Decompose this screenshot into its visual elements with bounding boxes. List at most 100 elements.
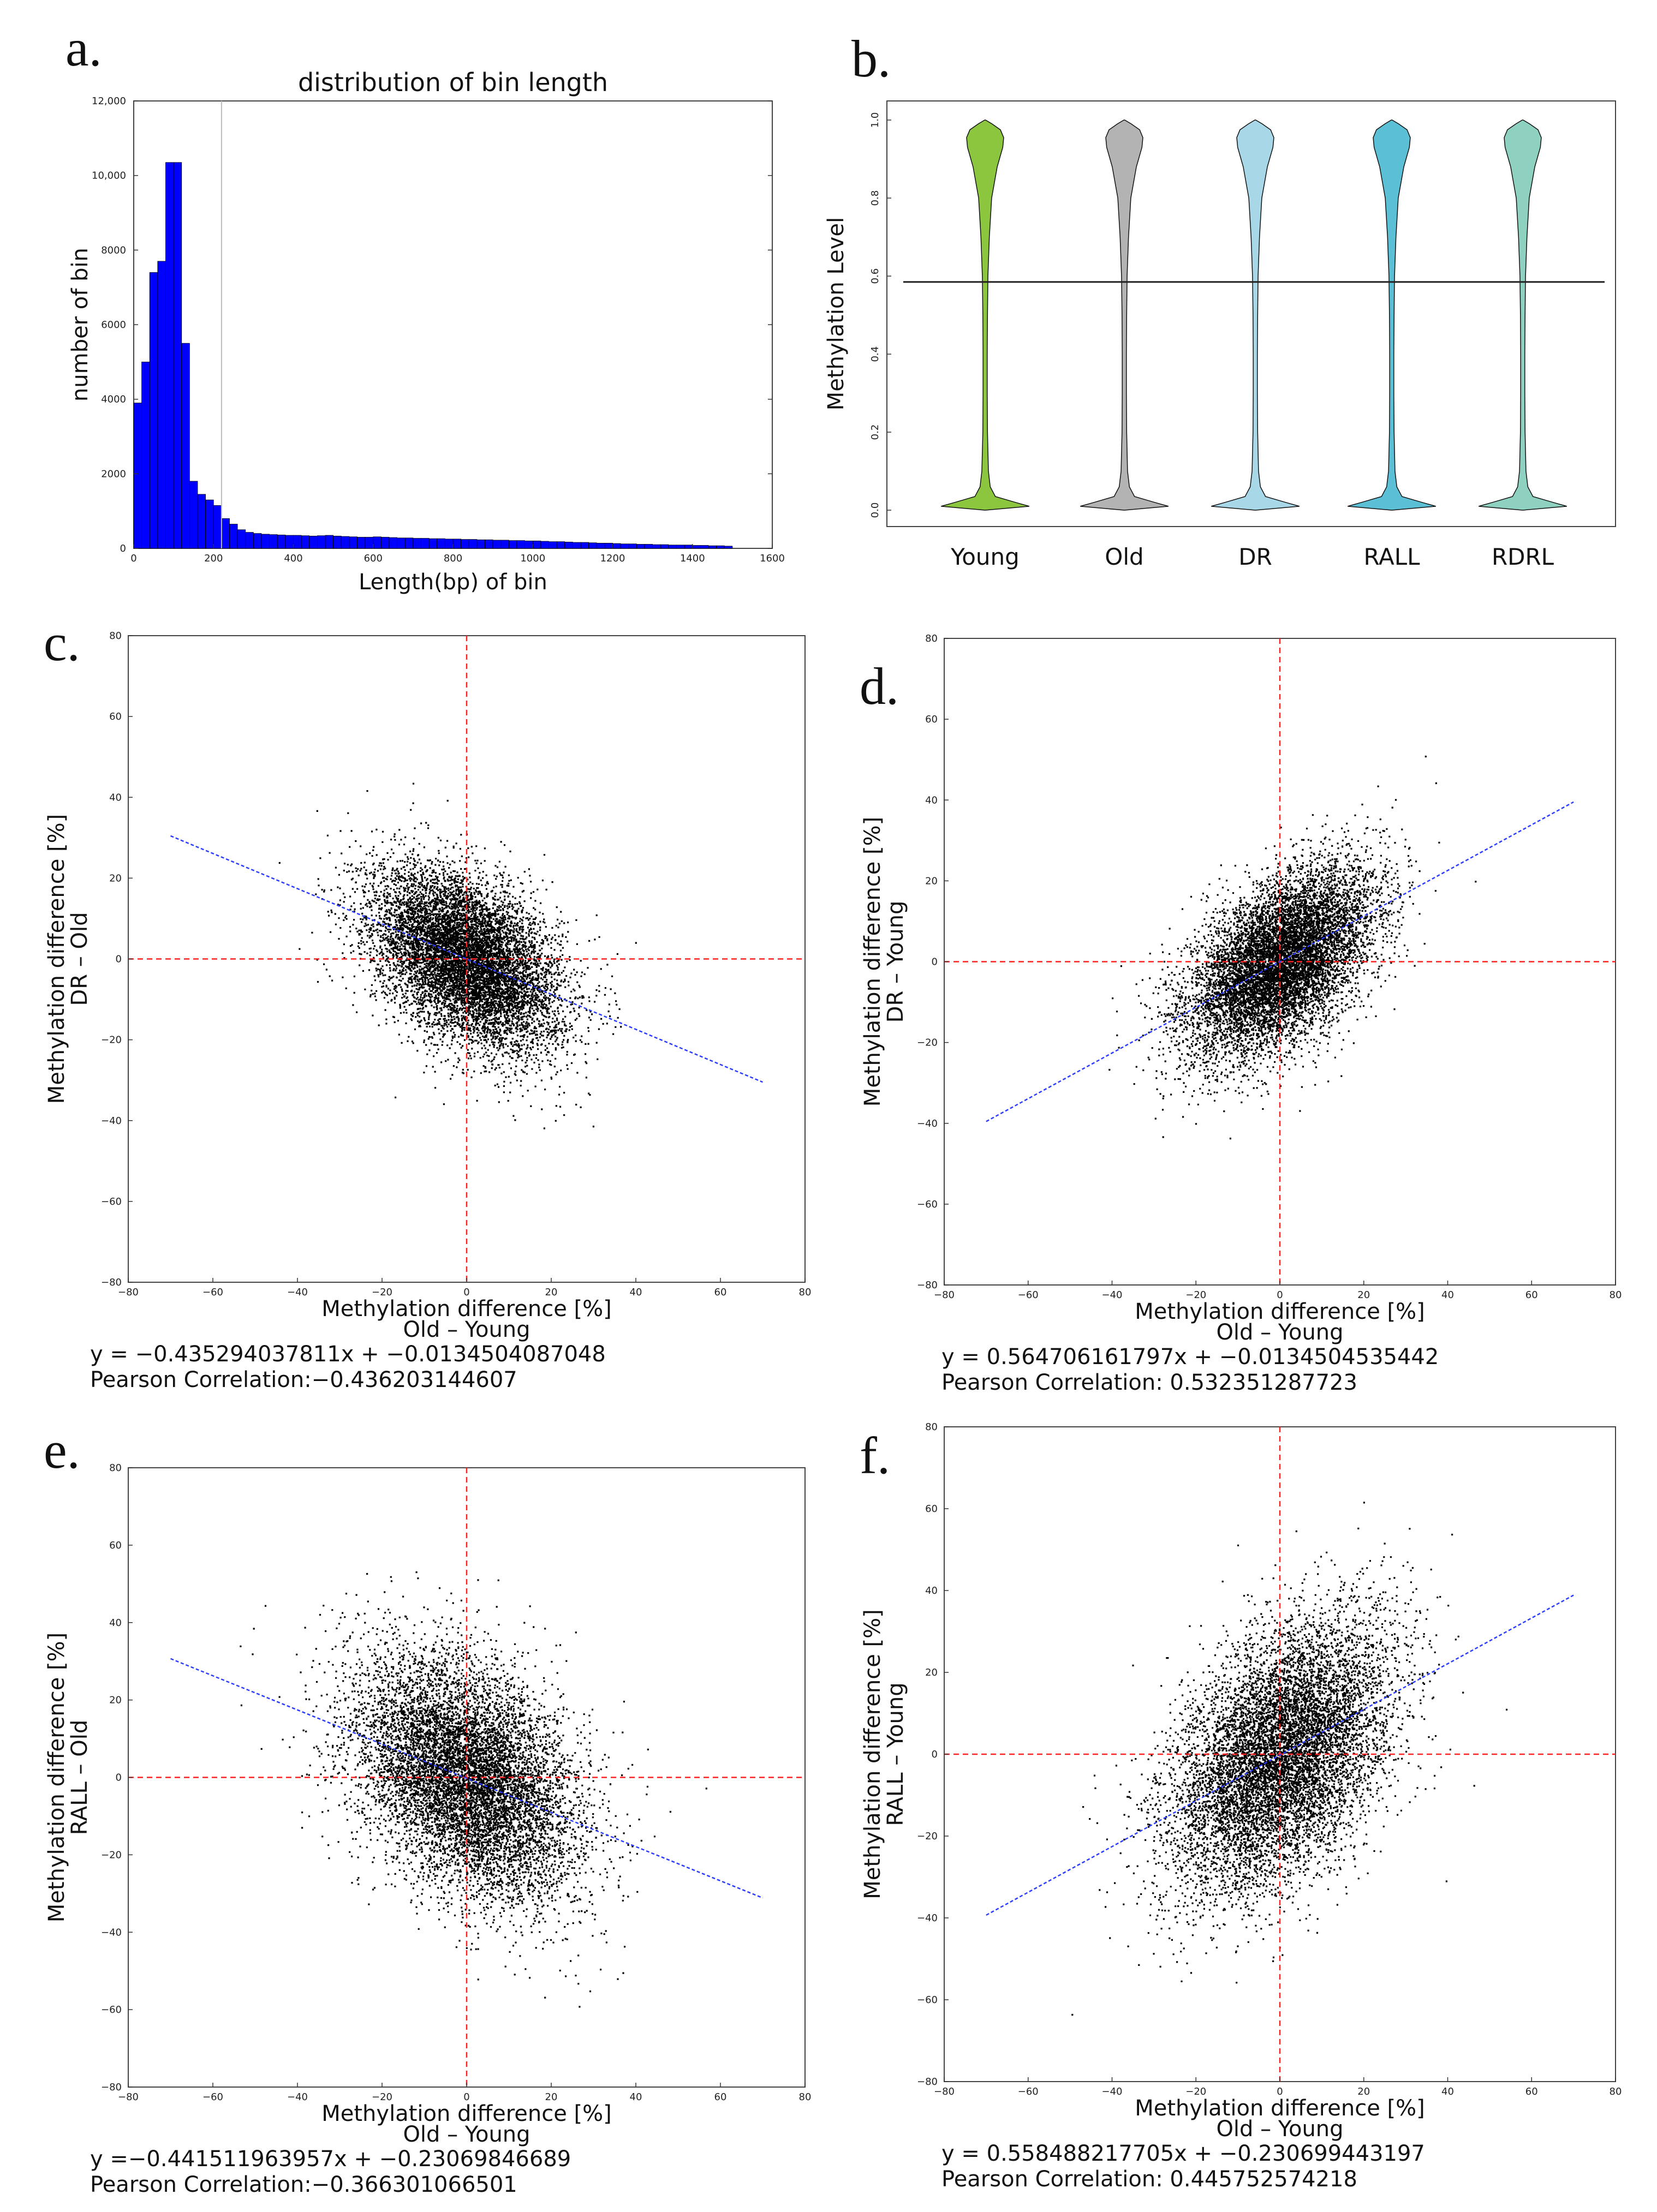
- y-tick-label: 60: [925, 1503, 938, 1515]
- x-tick-label: 60: [714, 1287, 727, 1298]
- histogram-bar: [197, 494, 206, 549]
- x-tick-label: −80: [118, 2091, 139, 2103]
- x-tick-label: −80: [118, 1287, 139, 1298]
- y-tick-label: 0.0: [869, 503, 881, 518]
- y-tick-label: −20: [101, 1849, 122, 1861]
- histogram-bar: [301, 535, 310, 549]
- y-tick-label: 12,000: [92, 95, 126, 107]
- y-tick-label: 4000: [101, 394, 126, 405]
- data-points: [1108, 755, 1477, 1140]
- histogram-bar: [380, 537, 390, 549]
- y-tick-label: 0.2: [869, 425, 881, 440]
- y-tick-label: 1.0: [869, 112, 881, 128]
- regression-line: [170, 1658, 763, 1899]
- x-tick-label: −20: [372, 2091, 392, 2103]
- plot-area: [133, 100, 773, 549]
- x-tick-label: 1400: [680, 553, 705, 564]
- histogram-bar: [549, 541, 557, 549]
- histogram-bar: [508, 540, 517, 549]
- y-tick-label: −20: [917, 1037, 938, 1049]
- histogram-bar: [461, 539, 469, 549]
- histogram-bar: [261, 534, 270, 549]
- pearson-correlation: Pearson Correlation:−0.436203144607: [90, 1367, 517, 1392]
- y-tick-label: 0.8: [869, 190, 881, 206]
- y-tick-label: 80: [925, 633, 938, 644]
- x-tick-label: −20: [1185, 1289, 1206, 1301]
- y-tick-label: −80: [101, 1277, 122, 1288]
- x-tick-label: 20: [545, 2091, 558, 2103]
- histogram-bar: [444, 539, 454, 549]
- y-tick-label: 40: [109, 1617, 122, 1629]
- x-tick-label: 0: [463, 2091, 469, 2103]
- y-tick-label: 2000: [101, 468, 126, 480]
- x-tick-label: 0: [1277, 1289, 1283, 1301]
- x-axis-label: Methylation difference [%]: [321, 2101, 612, 2126]
- histogram-bar: [253, 533, 262, 549]
- histogram-bar: [293, 535, 302, 549]
- category-label: RDRL: [1492, 543, 1554, 570]
- y-tick-label: 20: [925, 875, 938, 887]
- x-tick-label: −60: [1018, 2086, 1039, 2097]
- y-axis-sublabel: RALL – Old: [67, 1720, 92, 1836]
- x-tick-label: 20: [545, 1287, 558, 1298]
- x-tick-label: 60: [1525, 1289, 1538, 1301]
- x-axis-sublabel: Old – Young: [403, 1317, 530, 1342]
- histogram-bar: [612, 543, 621, 549]
- histogram-bar: [181, 343, 190, 549]
- scatter-panel-d: −80−80 −60 −60 −40 −40 −20 −20 0 0 20 20 40 40 60 60 80…: [860, 633, 1622, 1395]
- histogram-bar: [644, 544, 653, 549]
- x-axis-label: Methylation difference [%]: [1135, 1299, 1425, 1324]
- x-tick-label: 40: [630, 1287, 642, 1298]
- regression-equation: y = 0.564706161797x + −0.0134504535442: [941, 1344, 1439, 1370]
- category-label: DR: [1238, 543, 1272, 570]
- y-tick-label: −80: [917, 1280, 938, 1291]
- violin-rdrl: [1479, 119, 1567, 511]
- y-tick-label: 0: [932, 1749, 938, 1760]
- x-axis-label: Methylation difference [%]: [321, 1296, 612, 1322]
- histogram-bar: [213, 505, 222, 549]
- y-tick-label: 10,000: [92, 170, 126, 182]
- violin-young: [941, 119, 1030, 511]
- histogram-bar: [205, 499, 214, 549]
- y-tick-label: 40: [109, 792, 122, 803]
- y-tick-label: −20: [101, 1035, 122, 1046]
- regression-equation: y =−0.441511963957x + −0.23069846689: [90, 2147, 571, 2172]
- x-axis-label: Methylation difference [%]: [1135, 2096, 1425, 2121]
- pearson-correlation: Pearson Correlation: 0.532351287723: [941, 1370, 1357, 1395]
- histogram-bar: [532, 540, 541, 549]
- histogram-bar: [404, 537, 414, 549]
- category-label: Old: [1105, 543, 1143, 570]
- histogram-bar: [588, 542, 597, 549]
- histogram-bar: [373, 536, 382, 549]
- histogram-bar: [397, 537, 406, 549]
- y-tick-label: 20: [925, 1667, 938, 1678]
- x-tick-label: 80: [1610, 2086, 1622, 2097]
- regression-line: [986, 801, 1574, 1122]
- scatter-points: [1071, 1502, 1508, 2016]
- y-tick-label: 60: [109, 1540, 122, 1551]
- x-tick-label: −40: [287, 2091, 308, 2103]
- x-tick-label: 0: [130, 553, 136, 564]
- x-tick-label: −40: [1102, 1289, 1123, 1301]
- x-tick-label: 800: [444, 553, 462, 564]
- histogram-bar: [724, 546, 733, 549]
- regression-line: [986, 1594, 1574, 1916]
- histogram-bar: [221, 518, 230, 549]
- y-tick-label: −80: [101, 2082, 122, 2093]
- histogram-bar: [660, 544, 669, 549]
- y-axis-label: Methylation difference [%]: [44, 814, 69, 1104]
- y-axis-sublabel: DR – Young: [883, 901, 908, 1023]
- y-tick-label: 80: [109, 1462, 122, 1474]
- histogram-bar: [652, 544, 661, 549]
- histogram-bar: [277, 535, 286, 549]
- histogram-bar: [604, 543, 613, 549]
- x-tick-label: 60: [714, 2091, 727, 2103]
- y-axis-sublabel: DR – Old: [67, 912, 92, 1006]
- y-tick-label: 60: [109, 711, 122, 722]
- histogram-bar: [333, 536, 342, 549]
- x-tick-label: 80: [799, 2091, 812, 2103]
- histogram-bar: [668, 545, 677, 549]
- histogram-bar: [500, 540, 509, 549]
- y-tick-label: 0.6: [869, 268, 881, 284]
- y-tick-label: 0: [932, 956, 938, 968]
